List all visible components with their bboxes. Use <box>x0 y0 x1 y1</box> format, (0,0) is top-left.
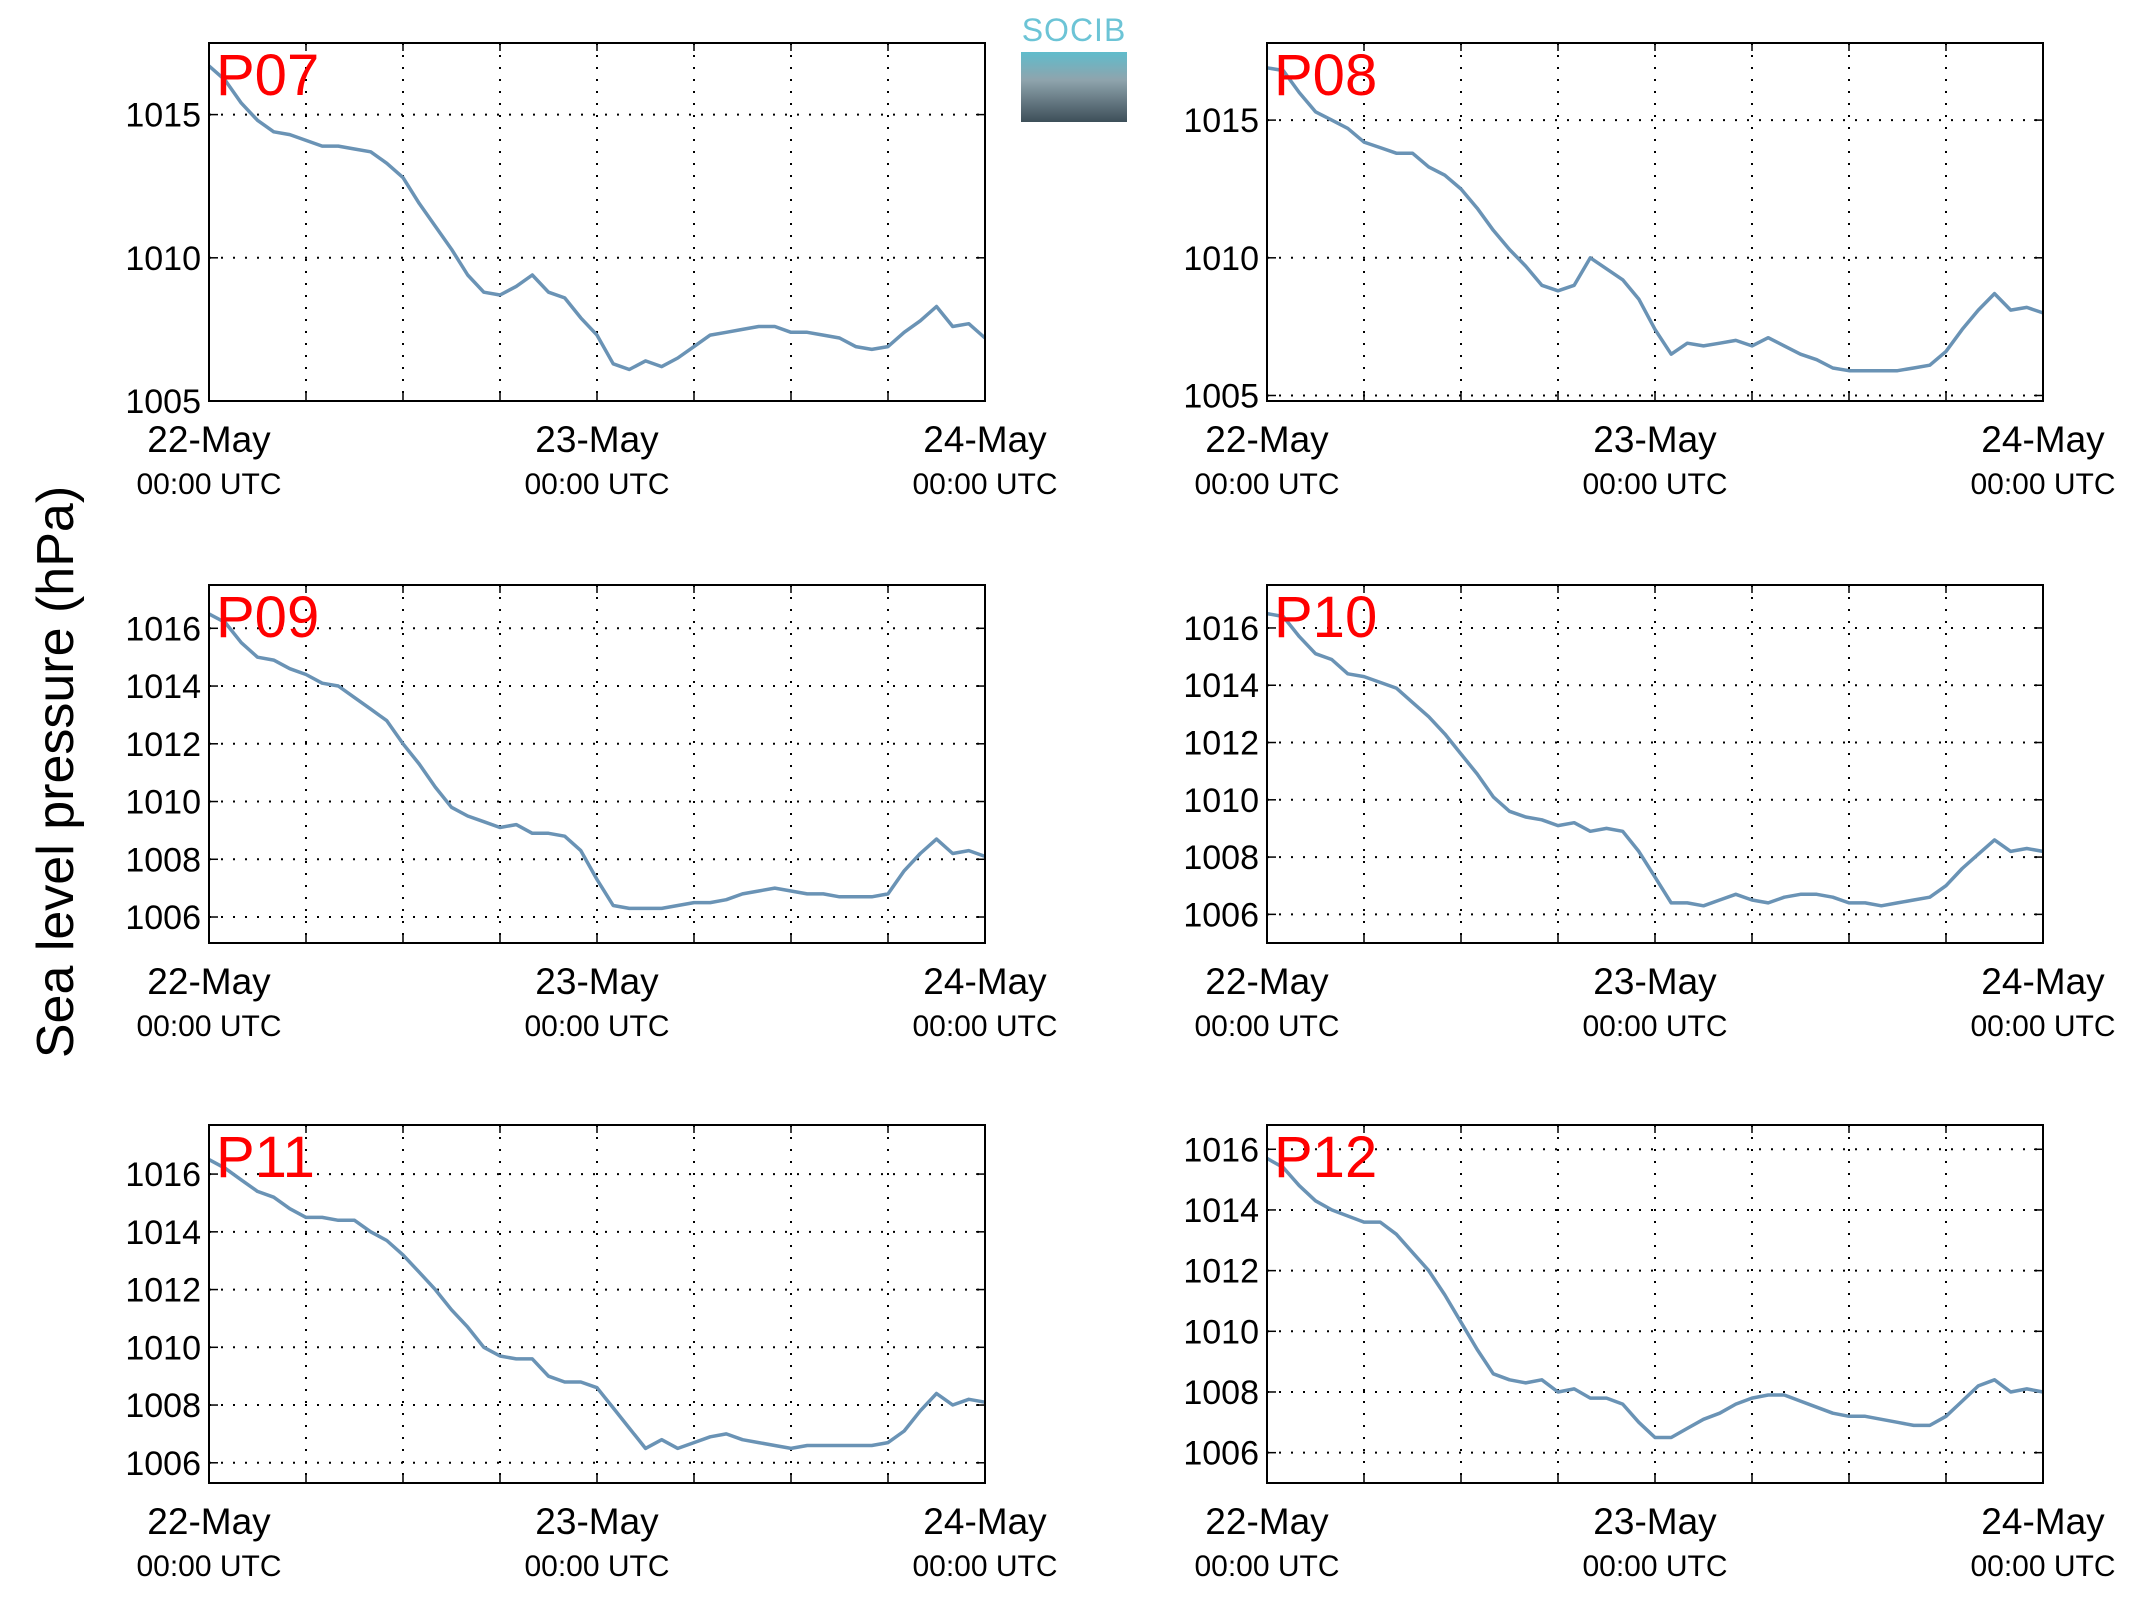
y-tick-label: 1008 <box>1183 1374 1259 1412</box>
y-tick-label: 1012 <box>125 1272 201 1310</box>
y-tick-label: 1005 <box>125 383 201 421</box>
chart-panel-p12: 1006 1008 1010 1012 1014 1016 22-May 00:00 UTC 2… <box>1183 1124 2116 1583</box>
axes-frame <box>208 584 986 944</box>
logo-image <box>1021 52 1127 122</box>
x-tick-label-time: 00:00 UTC <box>136 1550 281 1583</box>
x-tick-label-time: 00:00 UTC <box>1194 468 1339 501</box>
x-tick-label-date: 22-May <box>1205 419 1329 460</box>
x-tick-label-date: 24-May <box>923 419 1047 460</box>
x-tick-label-date: 23-May <box>1593 961 1717 1002</box>
x-tick-label-time: 00:00 UTC <box>136 1010 281 1043</box>
x-tick-label-date: 24-May <box>1981 1501 2105 1542</box>
chart-panel-p07: 1005 1010 1015 22-May 00:00 UTC 23-May 00:00 U… <box>125 42 1058 501</box>
axes-frame <box>1266 1124 2044 1484</box>
chart-panel-p09: 1006 1008 1010 1012 1014 1016 22-May 00:00 UTC 2… <box>125 584 1058 1043</box>
y-tick-label: 1006 <box>125 1445 201 1483</box>
x-tick-label-date: 22-May <box>147 1501 271 1542</box>
y-axis-label: Sea level pressure (hPa) <box>27 485 85 1059</box>
y-tick-label: 1008 <box>125 841 201 879</box>
y-tick-label: 1016 <box>1183 610 1259 648</box>
y-tick-label: 1010 <box>1183 240 1259 278</box>
x-tick-label-time: 00:00 UTC <box>136 468 281 501</box>
data-line-p12 <box>1266 1156 2044 1440</box>
chart-panel-p10: 1006 1008 1010 1012 1014 1016 22-May 00:00 UTC 2… <box>1183 584 2116 1043</box>
x-tick-label-time: 00:00 UTC <box>912 1550 1057 1583</box>
panel-label: P12 <box>1274 1125 1377 1190</box>
data-line-p11 <box>208 1158 986 1451</box>
x-tick-label-time: 00:00 UTC <box>1194 1550 1339 1583</box>
data-line-p08 <box>1266 66 2044 373</box>
chart-panel-p08: 1005 1010 1015 22-May 00:00 UTC 23-May 00:00 U… <box>1183 42 2116 501</box>
x-tick-label-time: 00:00 UTC <box>912 468 1057 501</box>
axes-frame <box>208 42 986 402</box>
x-tick-label-date: 24-May <box>1981 961 2105 1002</box>
x-tick-label-date: 23-May <box>1593 1501 1717 1542</box>
x-tick-label-time: 00:00 UTC <box>524 1550 669 1583</box>
axes-frame <box>1266 584 2044 944</box>
panel-label: P08 <box>1274 43 1377 108</box>
x-tick-label-date: 24-May <box>1981 419 2105 460</box>
data-line-p09 <box>208 612 986 911</box>
data-line-p10 <box>1266 611 2044 908</box>
y-tick-label: 1006 <box>1183 896 1259 934</box>
x-tick-label-time: 00:00 UTC <box>1194 1010 1339 1043</box>
x-tick-label-date: 22-May <box>1205 1501 1329 1542</box>
x-tick-label-date: 22-May <box>147 419 271 460</box>
axes-frame <box>208 1124 986 1484</box>
y-tick-label: 1012 <box>1183 1253 1259 1291</box>
x-tick-label-date: 23-May <box>535 1501 659 1542</box>
y-tick-label: 1012 <box>1183 725 1259 763</box>
y-tick-label: 1016 <box>1183 1131 1259 1169</box>
x-tick-label-time: 00:00 UTC <box>524 468 669 501</box>
x-tick-label-date: 23-May <box>535 419 659 460</box>
y-tick-label: 1016 <box>125 610 201 648</box>
x-tick-label-date: 24-May <box>923 961 1047 1002</box>
y-tick-label: 1008 <box>125 1387 201 1425</box>
x-tick-label-time: 00:00 UTC <box>1582 468 1727 501</box>
x-tick-label-date: 23-May <box>535 961 659 1002</box>
y-tick-label: 1014 <box>125 668 201 706</box>
y-tick-label: 1014 <box>1183 1192 1259 1230</box>
socib-logo: SOCIB <box>1021 12 1127 122</box>
x-tick-label-date: 22-May <box>147 961 271 1002</box>
y-tick-label: 1015 <box>125 97 201 135</box>
data-line-p07 <box>207 64 987 372</box>
x-tick-label-time: 00:00 UTC <box>1970 1550 2115 1583</box>
panel-label: P07 <box>216 43 319 108</box>
x-tick-label-time: 00:00 UTC <box>1582 1550 1727 1583</box>
y-tick-label: 1010 <box>125 784 201 822</box>
panel-label: P11 <box>216 1125 315 1190</box>
y-tick-label: 1005 <box>1183 377 1259 415</box>
x-tick-label-time: 00:00 UTC <box>524 1010 669 1043</box>
x-tick-label-time: 00:00 UTC <box>1970 468 2115 501</box>
y-tick-label: 1014 <box>125 1214 201 1252</box>
y-tick-label: 1010 <box>125 1329 201 1367</box>
y-tick-label: 1010 <box>125 240 201 278</box>
panel-label: P09 <box>216 585 319 650</box>
x-tick-label-date: 23-May <box>1593 419 1717 460</box>
x-tick-label-date: 22-May <box>1205 961 1329 1002</box>
axes-frame <box>1266 42 2044 402</box>
x-tick-label-time: 00:00 UTC <box>1582 1010 1727 1043</box>
logo-text: SOCIB <box>1021 12 1127 48</box>
y-tick-label: 1010 <box>1183 1313 1259 1351</box>
x-tick-label-time: 00:00 UTC <box>1970 1010 2115 1043</box>
panel-label: P10 <box>1274 585 1377 650</box>
y-tick-label: 1006 <box>125 899 201 937</box>
x-tick-label-date: 24-May <box>923 1501 1047 1542</box>
x-tick-label-time: 00:00 UTC <box>912 1010 1057 1043</box>
y-tick-label: 1014 <box>1183 667 1259 705</box>
panels: 1005 1010 1015 22-May 00:00 UTC 23-May 00:00 U… <box>125 42 2116 1583</box>
y-tick-label: 1012 <box>125 726 201 764</box>
chart-panel-p11: 1006 1008 1010 1012 1014 1016 22-May 00:00 UTC 2… <box>125 1124 1058 1583</box>
y-tick-label: 1008 <box>1183 839 1259 877</box>
y-tick-label: 1006 <box>1183 1435 1259 1473</box>
y-tick-label: 1015 <box>1183 102 1259 140</box>
y-tick-label: 1016 <box>125 1156 201 1194</box>
y-tick-label: 1010 <box>1183 782 1259 820</box>
